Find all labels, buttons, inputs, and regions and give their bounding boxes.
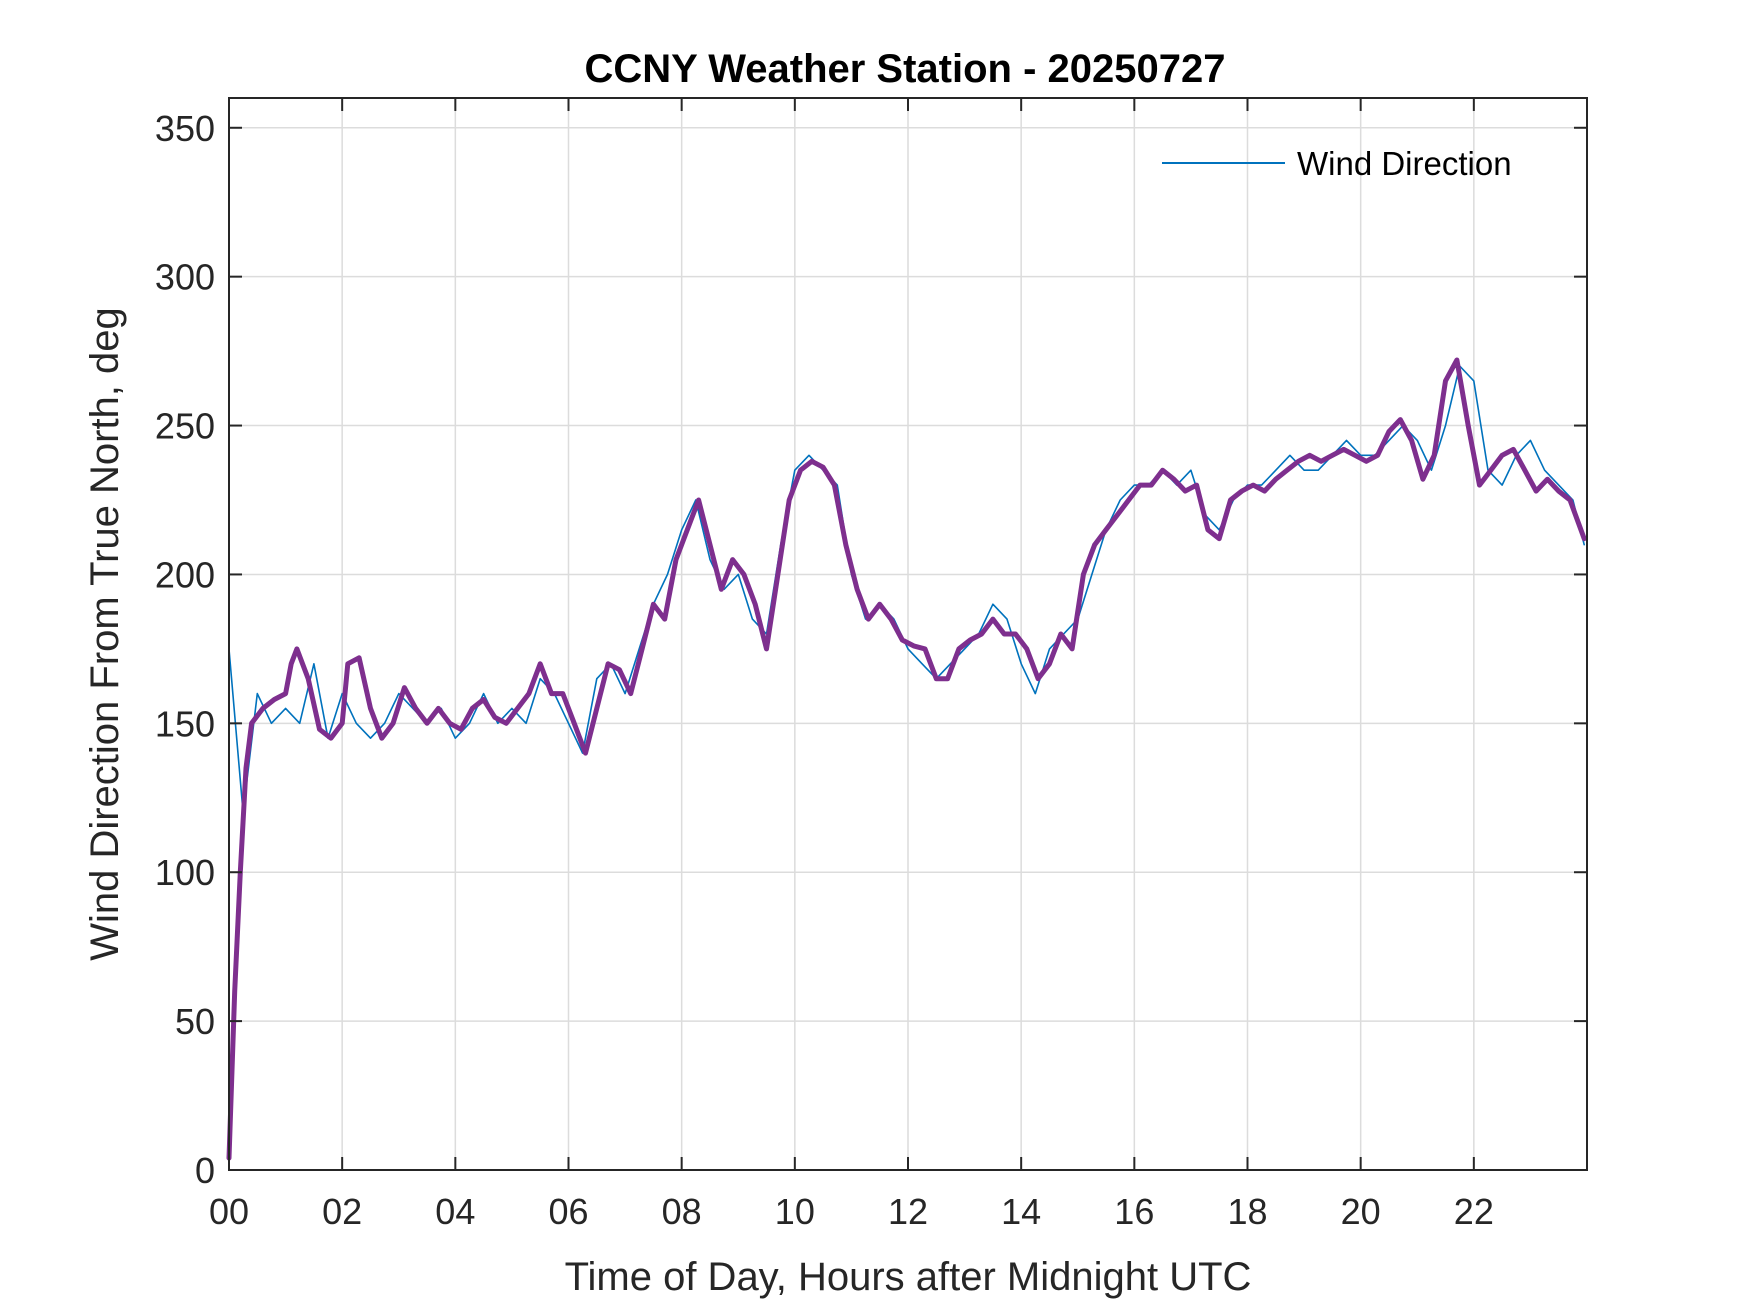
x-tick-label: 08 — [662, 1191, 702, 1232]
x-tick-label: 20 — [1341, 1191, 1381, 1232]
x-tick-label: 16 — [1114, 1191, 1154, 1232]
series-line-running-mean — [226, 357, 1587, 1161]
chart-title: CCNY Weather Station - 20250727 — [585, 47, 1226, 91]
y-tick-label: 100 — [155, 852, 215, 893]
y-tick-label: 300 — [155, 257, 215, 298]
grid-lines — [229, 98, 1587, 1170]
x-tick-label: 10 — [775, 1191, 815, 1232]
axis-ticks — [228, 98, 1587, 1171]
legend: Wind Direction — [1162, 145, 1512, 182]
series-layer — [226, 357, 1587, 1161]
plot-area — [226, 97, 1588, 1171]
legend-label-wind-direction: Wind Direction — [1297, 145, 1512, 182]
x-tick-label: 00 — [209, 1191, 249, 1232]
x-tick-label: 12 — [888, 1191, 928, 1232]
y-tick-label: 50 — [175, 1001, 215, 1042]
series-line-wind-direction — [228, 365, 1585, 814]
x-tick-labels: 00 02 04 06 08 10 12 14 16 18 20 22 — [209, 1191, 1494, 1232]
y-tick-label: 150 — [155, 703, 215, 744]
y-axis-label: Wind Direction From True North, deg — [83, 307, 127, 961]
y-tick-labels: 0 50 100 150 200 250 300 350 — [155, 108, 215, 1191]
y-tick-label: 250 — [155, 406, 215, 447]
x-tick-label: 04 — [435, 1191, 475, 1232]
x-tick-label: 22 — [1454, 1191, 1494, 1232]
y-tick-label: 350 — [155, 108, 215, 149]
y-tick-label: 200 — [155, 554, 215, 595]
x-tick-label: 18 — [1227, 1191, 1267, 1232]
y-tick-label: 0 — [195, 1150, 215, 1191]
x-tick-label: 14 — [1001, 1191, 1041, 1232]
x-axis-label: Time of Day, Hours after Midnight UTC — [565, 1255, 1252, 1299]
x-tick-label: 06 — [548, 1191, 588, 1232]
x-tick-label: 02 — [322, 1191, 362, 1232]
